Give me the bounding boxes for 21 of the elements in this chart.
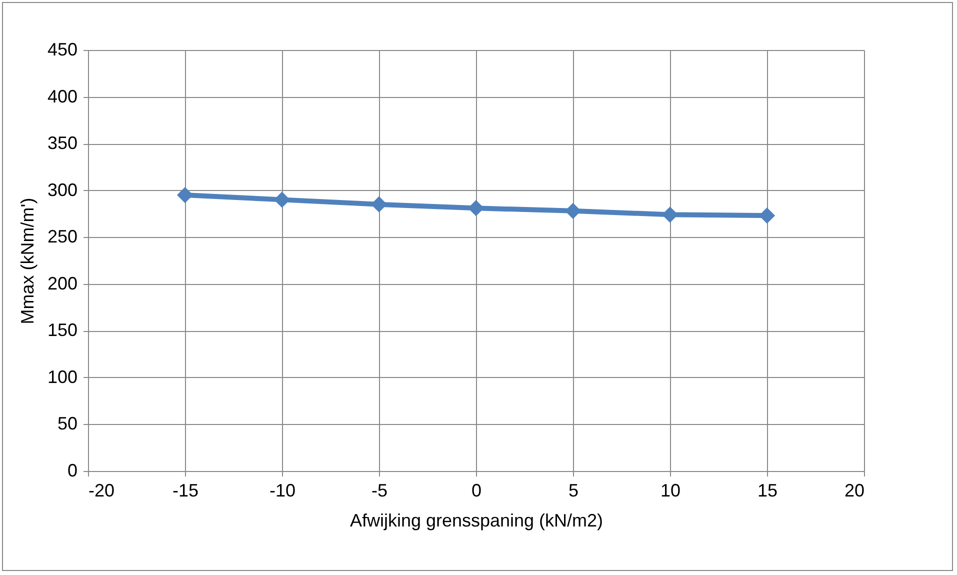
y-tick-label: 200	[47, 273, 78, 294]
y-tick-label: 350	[47, 133, 78, 154]
y-axis-title: Mmax (kNm/m')	[17, 198, 38, 324]
y-tick-label: 250	[47, 226, 78, 247]
x-tick-label: 10	[660, 480, 681, 500]
y-tick-label: 0	[67, 460, 78, 480]
y-tick-label: 150	[47, 320, 78, 340]
x-tick-label: -10	[269, 480, 296, 500]
y-tick-label: 450	[47, 40, 78, 60]
x-tick-label: -20	[88, 480, 115, 500]
x-tick-label: 15	[757, 480, 778, 500]
x-axis-title: Afwijking grensspaning (kN/m2)	[350, 510, 604, 530]
y-tick-label: 50	[57, 414, 78, 434]
x-tick-label: -15	[172, 480, 199, 500]
x-tick-label: 5	[568, 480, 579, 500]
x-tick-label: 20	[844, 480, 864, 500]
y-tick-label: 300	[47, 180, 78, 200]
x-tick-label: -5	[371, 480, 388, 500]
x-tick-label: 0	[471, 480, 482, 500]
y-tick-label: 100	[47, 366, 78, 387]
y-tick-label: 400	[47, 86, 78, 106]
